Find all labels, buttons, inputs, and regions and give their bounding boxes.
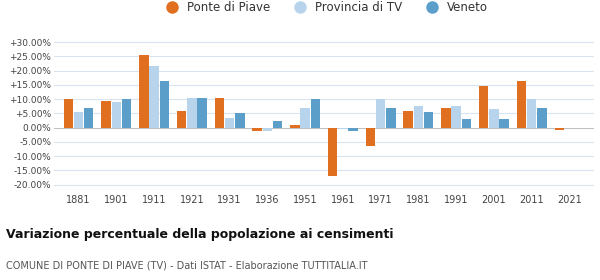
Bar (74, 112, 83, 128)
Bar (499, 119, 509, 128)
Bar (197, 98, 207, 128)
Bar (537, 108, 547, 128)
Bar (290, 125, 299, 128)
Bar (263, 128, 272, 131)
Text: Variazione percentuale della popolazione ai censimenti: Variazione percentuale della popolazione… (6, 228, 394, 241)
Bar (64, 99, 73, 128)
Bar (489, 109, 499, 128)
Bar (112, 102, 121, 128)
Bar (84, 108, 94, 128)
Bar (424, 112, 433, 128)
Bar (273, 120, 282, 128)
Bar (253, 128, 262, 131)
Bar (215, 98, 224, 128)
Bar (366, 128, 375, 146)
Bar (517, 81, 526, 128)
Bar (441, 108, 451, 128)
Bar (187, 98, 197, 128)
Bar (349, 128, 358, 130)
Text: COMUNE DI PONTE DI PIAVE (TV) - Dati ISTAT - Elaborazione TUTTITALIA.IT: COMUNE DI PONTE DI PIAVE (TV) - Dati IST… (6, 260, 367, 270)
Bar (160, 81, 169, 128)
Bar (403, 111, 413, 128)
Bar (376, 99, 385, 128)
Bar (413, 106, 423, 128)
Bar (149, 66, 159, 128)
Bar (101, 101, 111, 128)
Bar (122, 99, 131, 128)
Bar (225, 118, 235, 128)
Bar (177, 111, 187, 128)
Bar (328, 128, 337, 176)
Bar (235, 113, 245, 128)
Bar (554, 128, 564, 130)
Bar (386, 108, 395, 128)
Bar (311, 99, 320, 128)
Legend: Ponte di Piave, Provincia di TV, Veneto: Ponte di Piave, Provincia di TV, Veneto (155, 0, 493, 18)
Bar (301, 108, 310, 128)
Bar (527, 99, 536, 128)
Bar (338, 128, 347, 129)
Bar (461, 119, 471, 128)
Bar (139, 55, 149, 128)
Bar (479, 86, 488, 128)
Bar (451, 106, 461, 128)
